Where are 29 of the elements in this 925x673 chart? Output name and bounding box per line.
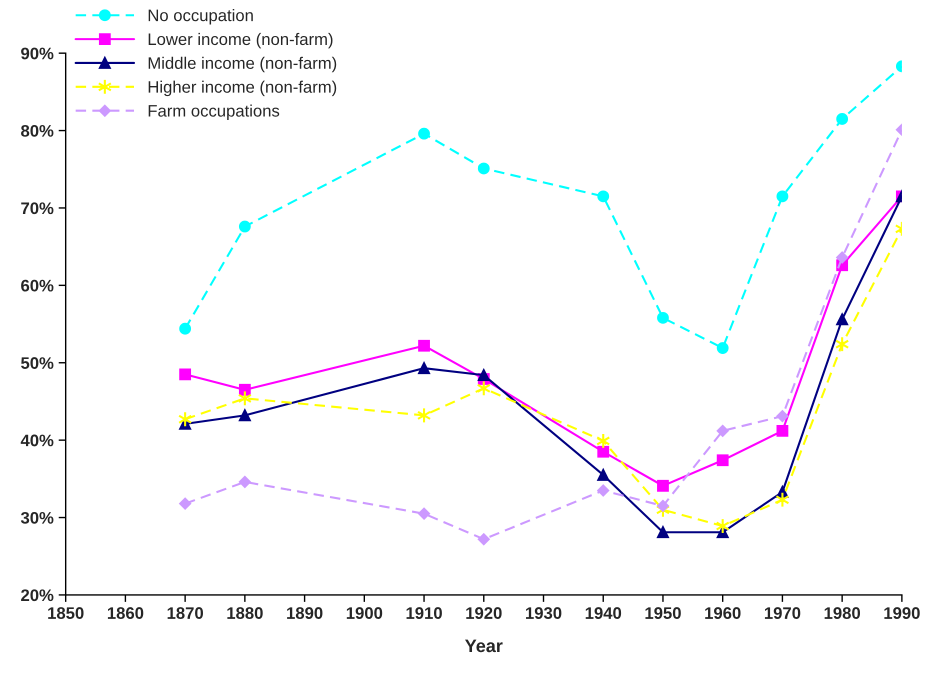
x-tick-label: 1870: [168, 607, 203, 619]
x-tick-label: 1860: [108, 607, 144, 619]
x-tick-label: 1930: [526, 607, 562, 620]
y-tick-label: 60%: [21, 280, 54, 292]
x-tick-label: 1960: [705, 607, 741, 619]
y-tick-label: 90%: [21, 48, 54, 60]
x-tick-label: 1900: [346, 607, 382, 619]
x-tick-label: 1950: [645, 607, 681, 619]
x-tick-label: 1940: [586, 607, 622, 619]
legend-label: Middle income (non-farm): [148, 56, 336, 72]
x-tick-label: 1850: [48, 607, 84, 619]
x-tick-label: 1980: [824, 607, 860, 619]
x-axis-title: Year: [465, 640, 503, 652]
y-tick-label: 30%: [20, 512, 54, 524]
legend-label: Lower income (non-farm): [148, 32, 332, 48]
x-tick-label: 1920: [466, 607, 502, 619]
y-tick-label: 20%: [21, 589, 54, 602]
x-tick-label: 1910: [406, 607, 442, 619]
legend-label: Farm occupations: [148, 104, 280, 120]
y-tick-label: 80%: [21, 124, 54, 137]
y-tick-label: 50%: [21, 357, 54, 369]
x-tick-label: 1970: [764, 607, 800, 619]
x-tick-label: 1890: [287, 607, 322, 619]
legend-label: No occupation: [148, 8, 253, 25]
legend-label: Higher income (non-farm): [148, 80, 336, 96]
x-tick-label: 1880: [227, 607, 263, 619]
y-tick-label: 70%: [21, 202, 54, 214]
y-tick-label: 40%: [20, 434, 54, 446]
x-tick-label: 1990: [884, 607, 920, 619]
